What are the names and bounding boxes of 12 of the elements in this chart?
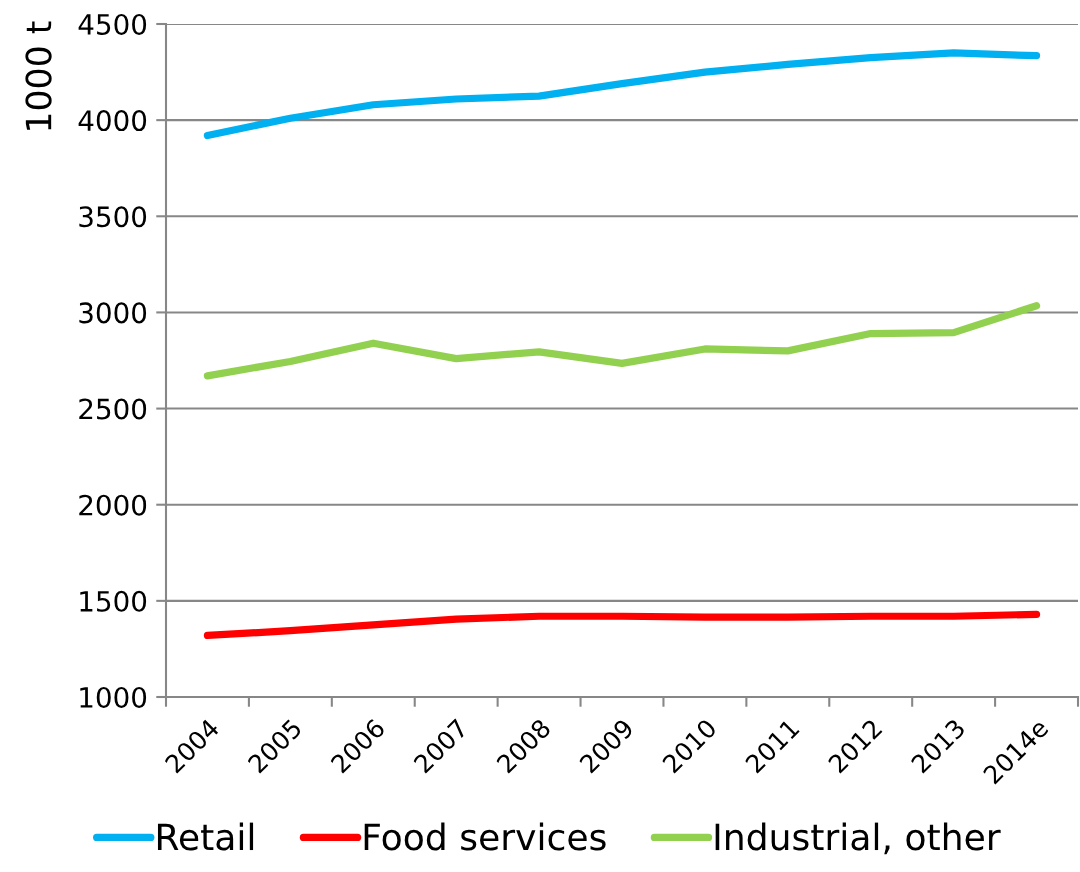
- y-tick-label: 3500: [79, 206, 147, 228]
- y-tick-label: 1500: [80, 590, 147, 612]
- legend-label: Retail: [157, 822, 254, 851]
- legend-label: Food services: [364, 822, 606, 851]
- legend-label: Industrial, other: [715, 822, 1001, 855]
- y-tick-label: 2500: [79, 398, 147, 420]
- y-tick-label: 4500: [78, 13, 147, 35]
- y-axis-title: 1000 t: [25, 21, 52, 130]
- y-tick-label: 2000: [79, 494, 147, 516]
- y-tick-label: 3000: [79, 302, 147, 324]
- y-tick-label: 1000: [80, 686, 147, 708]
- y-tick-label: 4000: [78, 110, 147, 132]
